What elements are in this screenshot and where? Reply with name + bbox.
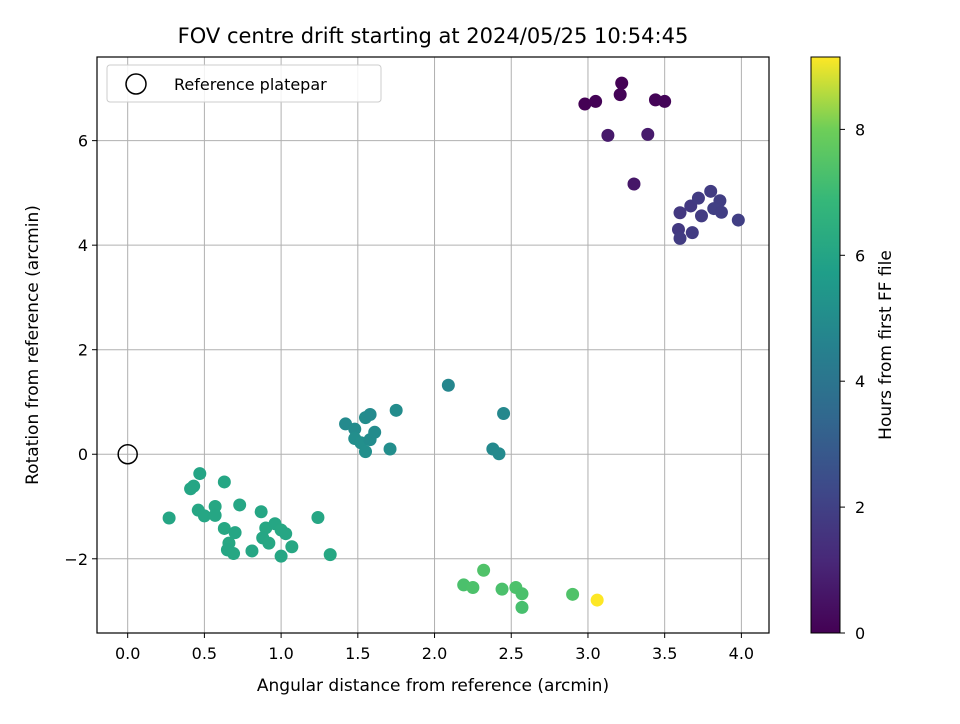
data-point	[492, 447, 506, 461]
data-point	[217, 521, 231, 535]
data-point	[495, 582, 509, 596]
data-point	[658, 94, 672, 108]
legend-label: Reference platepar	[174, 75, 327, 94]
data-point	[254, 505, 268, 519]
data-point	[601, 128, 615, 142]
data-point	[685, 226, 699, 240]
chart-title: FOV centre drift starting at 2024/05/25 …	[178, 24, 689, 48]
colorbar-tick-label: 4	[855, 372, 865, 391]
data-point	[627, 177, 641, 191]
x-tick-label: 2.5	[499, 644, 524, 663]
data-point	[477, 563, 491, 577]
legend-box	[106, 64, 382, 103]
y-tick-label: −2	[64, 550, 88, 569]
data-point	[691, 191, 705, 205]
x-tick-label: 0.5	[192, 644, 217, 663]
y-axis-label: Rotation from reference (arcmin)	[23, 205, 43, 485]
data-point	[673, 231, 687, 245]
data-point	[497, 406, 511, 420]
x-axis-label: Angular distance from reference (arcmin)	[257, 676, 609, 696]
y-tick-label: 0	[78, 445, 88, 464]
data-point	[613, 88, 627, 102]
data-point	[441, 378, 455, 392]
data-point	[348, 422, 362, 436]
data-point	[694, 209, 708, 223]
x-tick-label: 1.5	[345, 644, 370, 663]
y-tick-label: 6	[78, 132, 88, 151]
x-tick-label: 2.0	[422, 644, 447, 663]
grid-lines	[97, 57, 769, 633]
data-point	[389, 403, 403, 417]
data-point	[515, 587, 529, 601]
legend: Reference platepar	[106, 64, 382, 103]
colorbar: 0 2 4 6 8 Hours from first FF file	[810, 56, 896, 643]
data-point	[274, 549, 288, 563]
colorbar-label: Hours from first FF file	[876, 250, 896, 440]
y-axis-ticks: −2 0 2 4 6	[64, 132, 97, 569]
colorbar-tick-label: 0	[855, 624, 865, 643]
data-point	[704, 184, 718, 198]
x-axis-ticks: 0.0 0.5 1.0 1.5 2.0 2.5 3.0 3.5 4.0	[115, 633, 754, 663]
data-point	[208, 508, 222, 522]
x-tick-label: 3.5	[652, 644, 677, 663]
data-point	[279, 527, 293, 541]
x-tick-label: 0.0	[115, 644, 140, 663]
data-point	[383, 442, 397, 456]
data-point	[162, 511, 176, 525]
data-point	[731, 213, 745, 227]
data-point	[228, 526, 242, 540]
data-point	[590, 593, 604, 607]
x-tick-label: 4.0	[729, 644, 754, 663]
colorbar-ticks: 0 2 4 6 8	[840, 120, 865, 643]
data-point	[184, 482, 198, 496]
data-point	[193, 467, 207, 481]
data-point	[589, 94, 603, 108]
data-point	[208, 500, 222, 514]
data-point	[578, 97, 592, 111]
data-point	[311, 510, 325, 524]
colorbar-tick-label: 2	[855, 498, 865, 517]
data-point	[358, 445, 372, 459]
data-point	[368, 425, 382, 439]
data-point	[673, 206, 687, 220]
x-tick-label: 3.0	[575, 644, 600, 663]
plot-frame	[96, 56, 770, 634]
data-point	[197, 509, 211, 523]
y-tick-label: 2	[78, 341, 88, 360]
data-point	[363, 408, 377, 422]
colorbar-tick-label: 8	[855, 120, 865, 139]
colorbar-gradient	[810, 56, 841, 634]
data-point	[245, 544, 259, 558]
legend-marker	[125, 73, 147, 95]
colorbar-tick-label: 6	[855, 246, 865, 265]
data-point	[323, 548, 337, 562]
data-point	[515, 600, 529, 614]
data-point	[227, 547, 241, 561]
data-points	[117, 76, 745, 614]
data-point	[262, 536, 276, 550]
y-tick-label: 4	[78, 236, 88, 255]
data-point	[615, 76, 629, 90]
data-point	[641, 127, 655, 141]
data-point	[566, 587, 580, 601]
data-point	[714, 205, 728, 219]
data-point	[466, 581, 480, 595]
reference-platepar-marker	[117, 443, 138, 465]
data-point	[217, 475, 231, 489]
x-tick-label: 1.0	[268, 644, 293, 663]
data-point	[285, 540, 299, 554]
data-point	[233, 498, 247, 512]
